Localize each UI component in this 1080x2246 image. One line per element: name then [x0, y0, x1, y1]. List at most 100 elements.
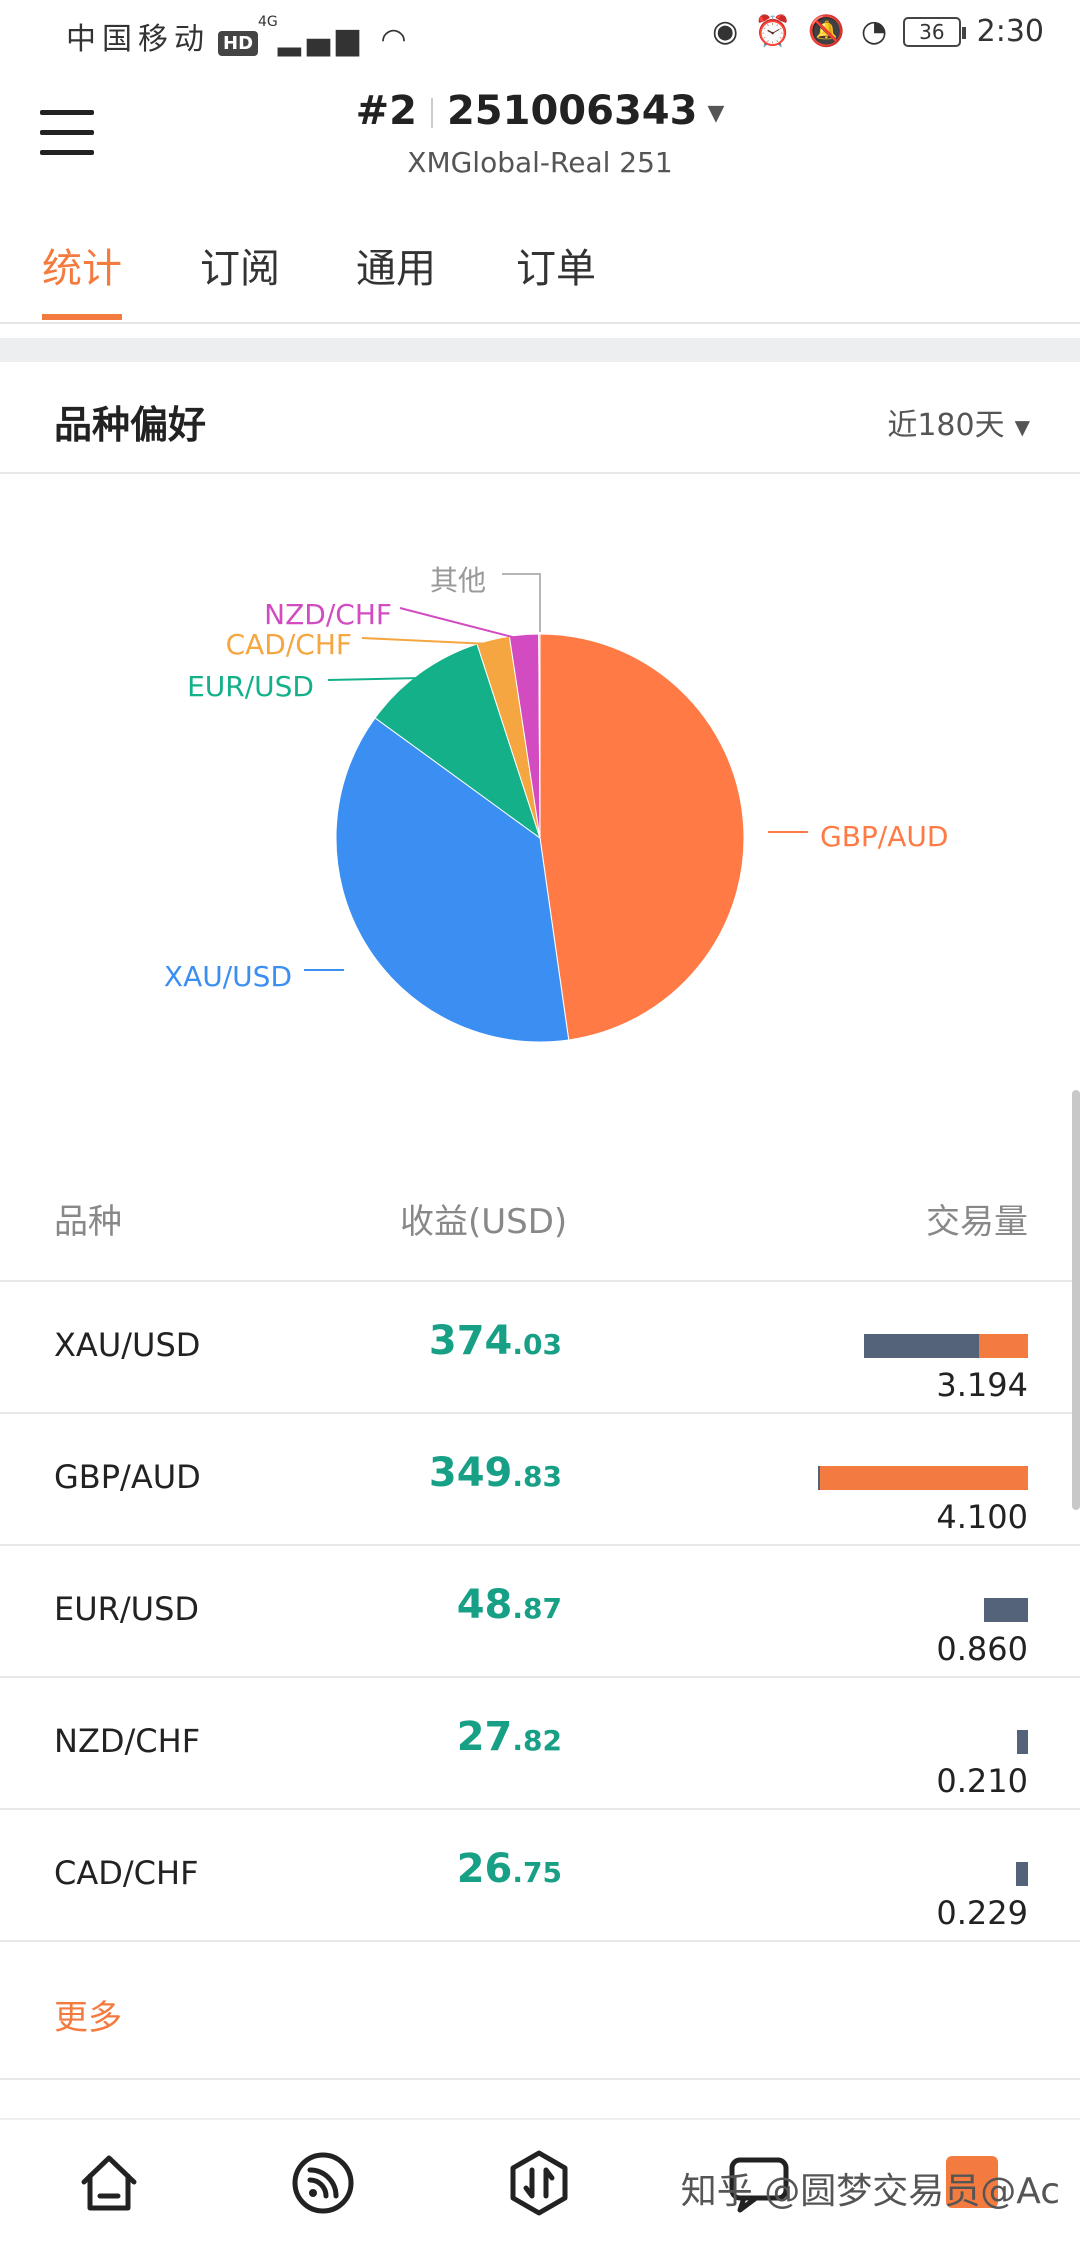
table-row[interactable]: XAU/USD 374.03 3.194: [0, 1282, 1080, 1414]
table-row[interactable]: GBP/AUD 349.83 4.100: [0, 1414, 1080, 1546]
profit-decimal: .82: [512, 1724, 562, 1757]
profit-decimal: .87: [512, 1592, 562, 1625]
hamburger-menu-icon[interactable]: [40, 108, 96, 158]
row-profit: 349.83: [429, 1450, 562, 1496]
eye-icon: ◉: [712, 14, 739, 49]
tab-subscribe[interactable]: 订阅: [200, 246, 280, 292]
col-header-volume: 交易量: [926, 1202, 1028, 1242]
status-bar: 中国移动 HD4G▂▄▆ ◠ ◉ ⏰ 🔕 ◔ 36 2:30: [0, 0, 1080, 72]
pie-leader-line: [502, 573, 541, 632]
row-profit: 48.87: [457, 1582, 562, 1628]
account-selector[interactable]: #2 251006343 ▼: [0, 88, 1080, 134]
battery-icon: 36: [903, 16, 967, 47]
clock: 2:30: [976, 14, 1044, 49]
tab-orders[interactable]: 订单: [516, 246, 596, 292]
volume-bar: [984, 1598, 1028, 1622]
row-volume: 0.210: [936, 1762, 1028, 1800]
account-index: #2: [355, 88, 417, 134]
profit-integer: 374: [428, 1318, 513, 1364]
bottom-nav: [0, 2118, 1080, 2246]
volume-bar: [818, 1466, 1028, 1490]
period-dropdown[interactable]: 近180天 ▼: [887, 400, 1030, 444]
carrier-label: 中国移动: [66, 22, 210, 57]
volume-bar-dark: [1017, 1730, 1028, 1754]
pie-leader-line: [361, 637, 491, 645]
feed-icon[interactable]: [288, 2148, 358, 2218]
pie-label: XAU/USD: [164, 960, 292, 993]
pie-label: CAD/CHF: [226, 628, 352, 661]
volume-bar-dark: [1016, 1862, 1028, 1886]
volume-bar-dark: [864, 1334, 979, 1358]
pie-label: EUR/USD: [187, 670, 314, 703]
profile-icon[interactable]: [946, 2156, 998, 2208]
table-row[interactable]: EUR/USD 48.87 0.860: [0, 1546, 1080, 1678]
pie-slice-xau-usd: [335, 717, 570, 1043]
row-volume: 3.194: [936, 1366, 1028, 1404]
pie-slice-other: [538, 633, 541, 839]
account-server: XMGlobal-Real 251: [407, 146, 673, 179]
more-link[interactable]: 更多: [54, 1998, 122, 2038]
divider: [0, 1676, 1080, 1678]
scrollbar[interactable]: [1072, 1090, 1080, 1510]
alarm-icon: ⏰: [754, 14, 792, 49]
title-divider: [430, 98, 433, 128]
network-type: 4G: [258, 14, 278, 30]
row-symbol: NZD/CHF: [54, 1722, 201, 1760]
row-symbol: CAD/CHF: [54, 1854, 199, 1892]
row-volume: 0.229: [936, 1894, 1028, 1932]
status-right: ◉ ⏰ 🔕 ◔ 36 2:30: [712, 14, 1044, 49]
speed-icon: ◔: [860, 14, 888, 49]
row-symbol: EUR/USD: [54, 1590, 200, 1628]
section-title: 品种偏好: [54, 403, 207, 447]
caret-down-icon: ▼: [1014, 414, 1030, 439]
profit-decimal: .75: [512, 1856, 562, 1889]
period-label: 近180天: [887, 408, 1005, 443]
chat-icon[interactable]: [724, 2148, 794, 2218]
chevron-down-icon: ▼: [707, 100, 725, 126]
watermark: 知乎 @圆梦交易员@Ac: [680, 2171, 1060, 2212]
profit-integer: 349: [428, 1450, 513, 1496]
tab-bar: 统计 订阅 通用 订单: [0, 196, 1080, 324]
volume-bar-dark: [818, 1466, 820, 1490]
divider: [0, 472, 1080, 474]
pie-label: 其他: [430, 564, 486, 597]
row-profit: 26.75: [457, 1846, 562, 1892]
account-number: 251006343: [446, 88, 698, 134]
pie-leader-line: [327, 677, 421, 681]
row-profit: 374.03: [429, 1318, 562, 1364]
profit-decimal: .03: [512, 1328, 562, 1361]
row-symbol: XAU/USD: [54, 1326, 201, 1364]
wifi-icon: ◠: [365, 22, 413, 57]
divider: [0, 1940, 1080, 1942]
profit-integer: 27: [456, 1714, 513, 1760]
tab-statistics[interactable]: 统计: [42, 246, 122, 292]
divider: [0, 1412, 1080, 1414]
volume-bar-orange: [820, 1466, 1028, 1490]
divider: [0, 1544, 1080, 1546]
profit-integer: 48: [456, 1582, 513, 1628]
tab-general[interactable]: 通用: [356, 246, 436, 292]
profit-integer: 26: [456, 1846, 513, 1892]
row-symbol: GBP/AUD: [54, 1458, 201, 1496]
pie-label: NZD/CHF: [264, 598, 392, 631]
table-row[interactable]: CAD/CHF 26.75 0.229: [0, 1810, 1080, 1942]
status-left: 中国移动 HD4G▂▄▆ ◠: [66, 14, 413, 58]
volume-bar-dark: [984, 1598, 1028, 1622]
volume-bar: [1017, 1730, 1028, 1754]
table-row[interactable]: NZD/CHF 27.82 0.210: [0, 1678, 1080, 1810]
col-header-profit: 收益(USD): [400, 1202, 568, 1242]
col-header-symbol: 品种: [54, 1202, 122, 1242]
row-profit: 27.82: [457, 1714, 562, 1760]
signal-icon: ▂▄▆: [277, 22, 365, 57]
volume-bar: [1016, 1862, 1028, 1886]
row-volume: 0.860: [936, 1630, 1028, 1668]
tab-active-indicator: [42, 314, 122, 320]
hd-badge: HD: [218, 31, 259, 56]
pie-slice-eur-usd: [374, 643, 541, 840]
divider: [0, 1280, 1080, 1282]
divider: [0, 2078, 1080, 2080]
trade-icon[interactable]: [504, 2148, 574, 2218]
home-icon[interactable]: [74, 2148, 144, 2218]
pie-slice-gbp-aud: [539, 633, 745, 1041]
